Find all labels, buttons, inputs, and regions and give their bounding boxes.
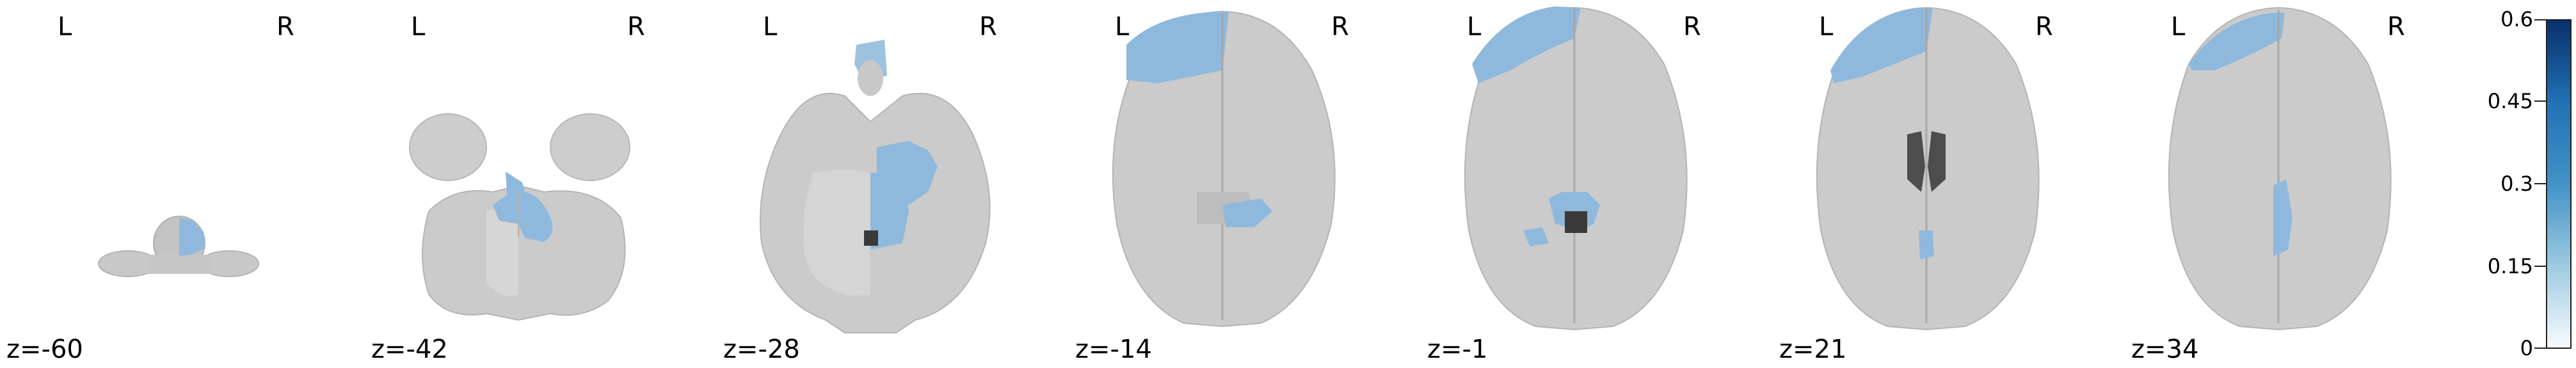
axial-slice-7: L R z=34 — [2125, 0, 2476, 368]
brain-slice-image — [1464, 6, 1688, 331]
brain-slice-image — [1816, 6, 2040, 331]
left-marker: L — [1115, 12, 1130, 42]
axial-slice-4: L R z=-14 — [1069, 0, 1420, 368]
colorbar-tick — [2534, 348, 2546, 349]
brain-slice-image — [98, 216, 259, 277]
colorbar-tick — [2534, 266, 2546, 267]
slice-label: z=21 — [1779, 335, 1847, 364]
left-marker: L — [1819, 12, 1834, 42]
colorbar-tick — [2534, 19, 2546, 20]
right-marker: R — [276, 12, 294, 42]
slice-label: z=-60 — [6, 335, 83, 364]
left-marker: L — [1467, 12, 1482, 42]
brain-slice-image — [1112, 10, 1336, 328]
brain-slice-image — [760, 40, 991, 333]
slice-label: z=-42 — [371, 335, 448, 364]
brain-slice-image — [2168, 6, 2392, 331]
axial-slice-1: L R z=-60 — [0, 0, 351, 368]
brain-slice-image — [409, 113, 630, 321]
slice-label: z=-1 — [1427, 335, 1488, 364]
right-marker: R — [979, 12, 997, 42]
colorbar-label: 0.45 — [2487, 89, 2533, 113]
colorbar-label: 0.3 — [2500, 172, 2533, 196]
colorbar-tick — [2534, 100, 2546, 102]
axial-slice-5: L R z=-1 — [1421, 0, 1772, 368]
axial-slice-3: L R z=-28 — [717, 0, 1068, 368]
slice-label: z=-28 — [723, 335, 800, 364]
right-marker: R — [627, 12, 645, 42]
colorbar — [2546, 19, 2572, 349]
right-marker: R — [2035, 12, 2053, 42]
right-marker: R — [1683, 12, 1701, 42]
left-marker: L — [763, 12, 778, 42]
left-marker: L — [58, 12, 72, 42]
left-marker: L — [411, 12, 426, 42]
colorbar-label-max: 0.6 — [2500, 7, 2533, 31]
right-marker: R — [1331, 12, 1349, 42]
right-marker: R — [2387, 12, 2405, 42]
axial-slice-2: L R z=-42 — [365, 0, 716, 368]
colorbar-tick — [2534, 183, 2546, 184]
colorbar-label: 0.15 — [2487, 254, 2533, 278]
left-marker: L — [2171, 12, 2186, 42]
axial-slice-6: L R z=21 — [1773, 0, 2124, 368]
slice-label: z=34 — [2131, 335, 2199, 364]
colorbar-label-min: 0 — [2520, 336, 2533, 360]
slice-label: z=-14 — [1075, 335, 1152, 364]
